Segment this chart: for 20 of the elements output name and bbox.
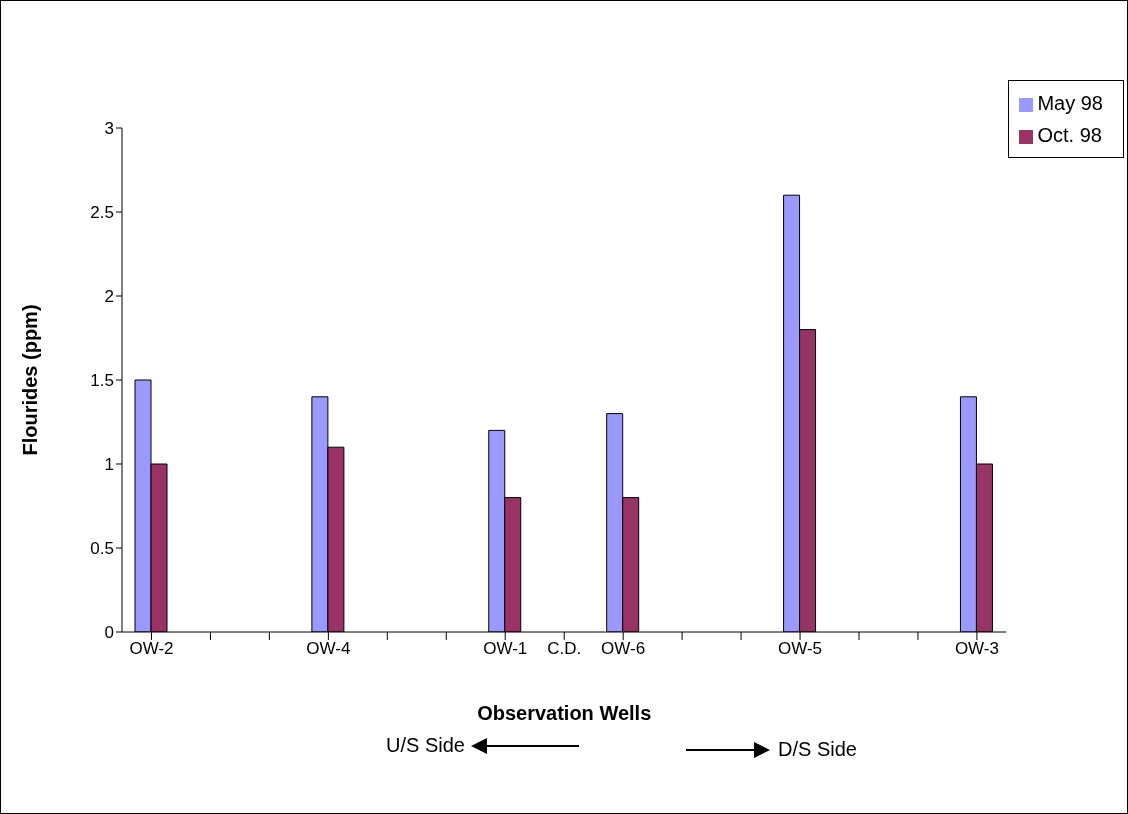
x-tick-label: OW-6 (601, 639, 646, 659)
legend-label: May 98 (1037, 92, 1103, 114)
y-tick-label: 2.5 (90, 203, 114, 223)
y-tick-label: 1.5 (90, 371, 114, 391)
x-tick-label: OW-2 (129, 639, 174, 659)
y-axis-title: Flourides (ppm) (19, 304, 42, 456)
text: U/S Side (386, 734, 465, 757)
y-tick-label: 1 (104, 455, 114, 475)
x-tick-label: OW-4 (306, 639, 351, 659)
y-tick-label: 2 (104, 287, 114, 307)
x-axis-title: Observation Wells (477, 702, 652, 724)
x-tick-label: OW-1 (483, 639, 528, 659)
text: D/S Side (778, 738, 857, 761)
y-tick-label: 0.5 (90, 539, 114, 559)
x-tick-label: OW-3 (954, 639, 999, 659)
y-tick-label: 3 (104, 119, 114, 139)
x-tick-label: C.D. (547, 639, 582, 659)
y-tick-label: 0 (104, 623, 114, 643)
legend-label: Oct. 98 (1037, 124, 1102, 146)
x-tick-label: OW-5 (778, 639, 823, 659)
